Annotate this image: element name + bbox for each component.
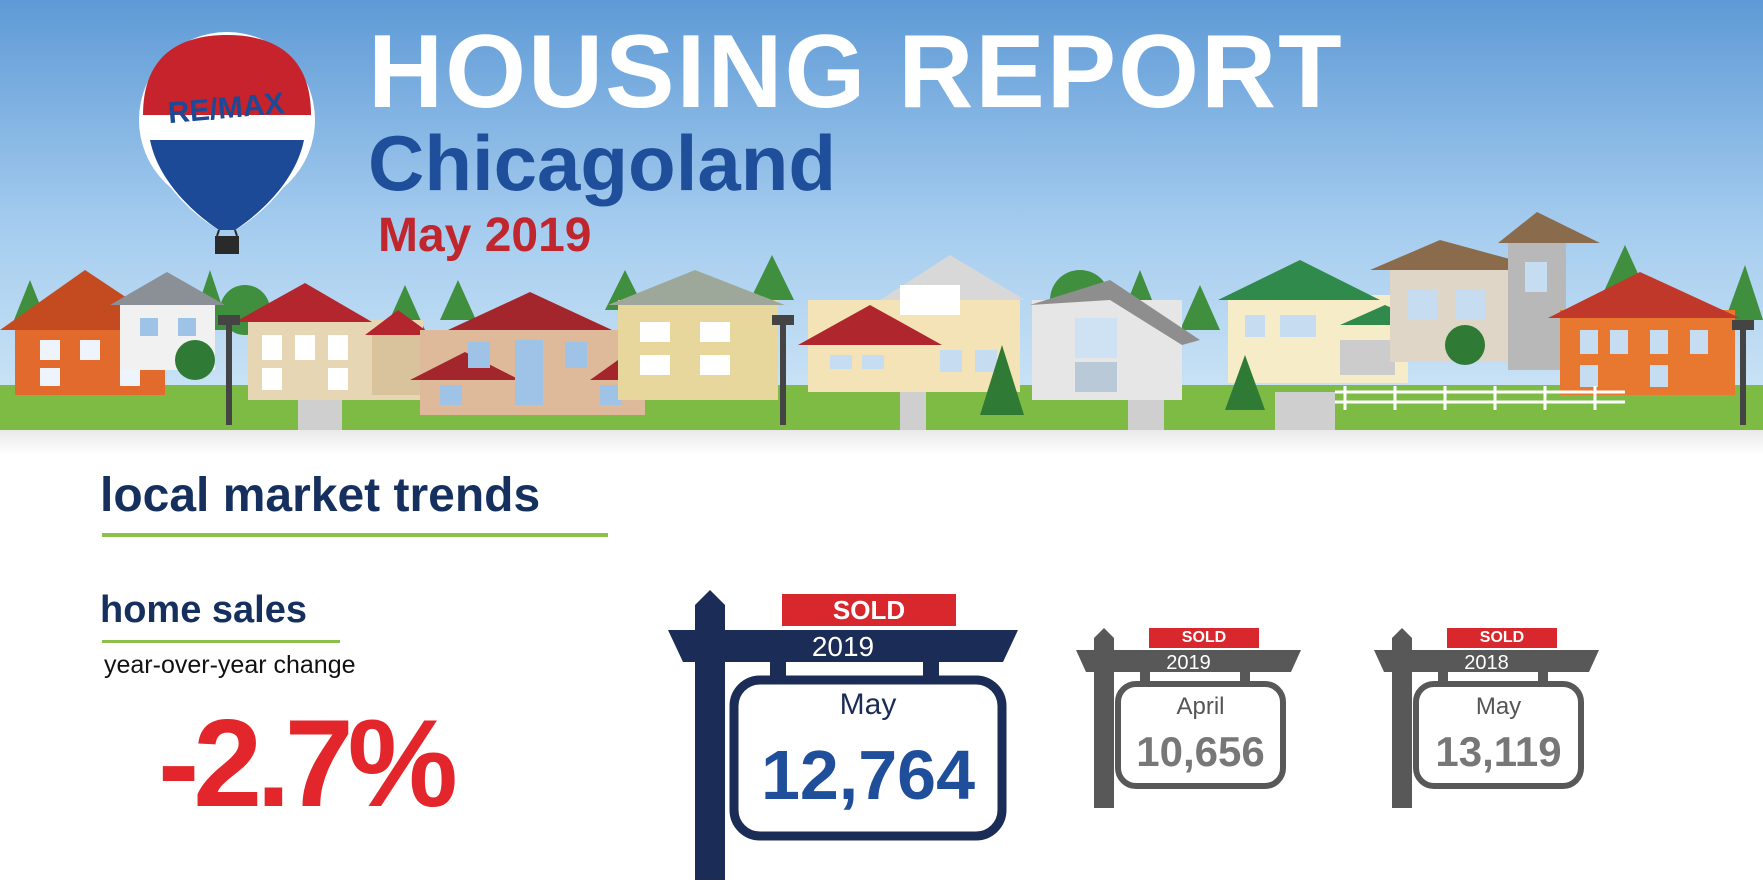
yoy-change-label: year-over-year change — [104, 651, 356, 679]
sold-badge-label: SOLD — [1479, 629, 1525, 646]
sold-sign-may-2018: SOLD 2018 May 13,119 — [1374, 628, 1599, 808]
house-beige-columns — [235, 283, 432, 400]
house-brown-tower — [1370, 212, 1600, 370]
sign-post-icon — [1076, 628, 1301, 808]
fence — [1335, 386, 1625, 410]
report-region: Chicagoland — [368, 119, 837, 207]
sign-value: 10,656 — [1136, 728, 1265, 775]
house-cream-red-roof — [798, 255, 1025, 392]
house-tan-red — [410, 292, 660, 415]
sign-post-icon — [1374, 628, 1599, 808]
house-grey-modern — [1030, 280, 1200, 400]
sign-value: 13,119 — [1435, 728, 1562, 775]
house-yellow-flat — [608, 270, 785, 400]
walkways — [298, 392, 1335, 430]
house-green-roof — [1218, 260, 1430, 383]
sign-post-icon — [668, 590, 1018, 880]
sign-value: 12,764 — [760, 736, 976, 814]
sold-badge — [1149, 628, 1259, 648]
report-period: May 2019 — [378, 209, 592, 262]
section-title: local market trends — [100, 469, 541, 522]
sign-year: 2018 — [1464, 652, 1509, 674]
sign-month: April — [1176, 693, 1225, 720]
sold-badge-label: SOLD — [1181, 629, 1227, 646]
trees-front — [175, 325, 1485, 415]
header-banner: RE/MAX — [0, 0, 1763, 455]
ground-fade — [0, 428, 1763, 455]
sold-sign-april-2019: SOLD 2019 April 10,656 — [1076, 628, 1301, 808]
sign-month: May — [839, 688, 897, 721]
home-sales-title: home sales — [100, 589, 307, 631]
sign-month: May — [1475, 693, 1522, 720]
section-divider — [102, 533, 608, 537]
house-orange-right — [1548, 272, 1740, 395]
remax-balloon-logo: RE/MAX — [139, 32, 315, 254]
report-title: HOUSING REPORT — [368, 14, 1344, 130]
sign-year: 2019 — [811, 631, 875, 662]
yoy-change-value: -2.7% — [158, 695, 458, 833]
lamp-posts — [218, 315, 1754, 425]
sold-badge — [1447, 628, 1557, 648]
sold-badge-label: SOLD — [832, 595, 906, 625]
sold-badge — [782, 594, 956, 626]
sold-sign-may-2019: SOLD 2019 May 12,764 — [668, 590, 1018, 880]
home-sales-divider — [102, 640, 340, 643]
sign-year: 2019 — [1166, 652, 1211, 674]
